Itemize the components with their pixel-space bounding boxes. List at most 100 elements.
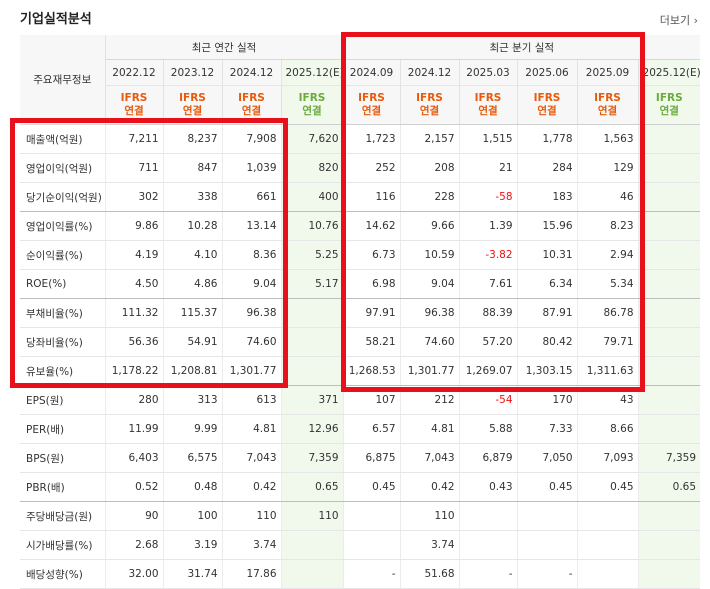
table-cell: 57.20: [458, 327, 518, 357]
table-cell: [637, 298, 701, 328]
table-cell: 4.81: [399, 414, 460, 444]
table-cell: 1,268.53: [342, 356, 401, 386]
basis-header: IFRS 연결: [221, 85, 281, 125]
row-label: PER(배): [20, 414, 105, 444]
table-cell: [637, 559, 701, 589]
period-header: 2025.12(E): [280, 59, 344, 86]
table-cell: 280: [104, 385, 163, 415]
table-cell: 338: [162, 182, 222, 212]
table-cell: 96.38: [399, 298, 460, 328]
table-row: 당기순이익(억원) 302 338 661 400 116 228 -58 183 46: [20, 182, 701, 212]
period-header: 2025.03: [458, 59, 518, 86]
table-cell: -: [342, 559, 401, 589]
table-cell: -54: [458, 385, 518, 415]
table-row: 당좌비율(%) 56.36 54.91 74.60 58.21 74.60 57.20 80.…: [20, 327, 701, 357]
row-label: 당좌비율(%): [20, 327, 105, 357]
table-cell: 7,043: [221, 443, 281, 473]
table-cell: 0.65: [280, 472, 344, 502]
table-cell: 5.25: [280, 240, 344, 270]
table-cell: 3.19: [162, 530, 222, 560]
table-row: BPS(원) 6,403 6,575 7,043 7,359 6,875 7,043 6,87…: [20, 443, 701, 473]
table-cell: 46: [576, 182, 639, 212]
table-row: 영업이익률(%) 9.86 10.28 13.14 10.76 14.62 9.66 1.39…: [20, 211, 701, 241]
table-cell: 10.28: [162, 211, 222, 241]
row-label: 배당성향(%): [20, 559, 105, 589]
table-cell: 1,208.81: [162, 356, 222, 386]
table-cell: 58.21: [342, 327, 401, 357]
table-row: 매출액(억원) 7,211 8,237 7,908 7,620 1,723 2,157 1,5…: [20, 124, 701, 154]
table-cell: 10.76: [280, 211, 344, 241]
basis-header: IFRS 연결: [162, 85, 222, 125]
table-cell: -3.82: [458, 240, 518, 270]
table-cell: 847: [162, 153, 222, 183]
table-cell: 7,359: [280, 443, 344, 473]
table-cell: [458, 530, 518, 560]
row-label: 당기순이익(억원): [20, 182, 105, 212]
table-cell: 1,301.77: [221, 356, 281, 386]
table-cell: 2.68: [104, 530, 163, 560]
financial-table: 주요재무정보 최근 연간 실적 최근 분기 실적 2022.12 2023.12 2…: [20, 35, 701, 589]
table-cell: 80.42: [516, 327, 578, 357]
table-cell: 15.96: [516, 211, 578, 241]
table-cell: 0.43: [458, 472, 518, 502]
table-cell: 31.74: [162, 559, 222, 589]
table-cell: [280, 559, 344, 589]
table-cell: 4.81: [221, 414, 281, 444]
table-cell: 170: [516, 385, 578, 415]
basis-header: IFRS 연결: [458, 85, 518, 125]
table-cell: [637, 211, 701, 241]
row-label: 부채비율(%): [20, 298, 105, 328]
period-header: 2022.12: [104, 59, 163, 86]
table-cell: 0.45: [576, 472, 639, 502]
table-cell: 302: [104, 182, 163, 212]
table-cell: 1,778: [516, 124, 578, 154]
more-link[interactable]: 더보기 ›: [659, 14, 698, 27]
table-cell: 87.91: [516, 298, 578, 328]
table-cell: 9.99: [162, 414, 222, 444]
row-label: 시가배당률(%): [20, 530, 105, 560]
table-cell: 212: [399, 385, 460, 415]
table-cell: [637, 124, 701, 154]
table-cell: 51.68: [399, 559, 460, 589]
basis-header: IFRS 연결: [576, 85, 639, 125]
period-row: 2022.12 2023.12 2024.12 2025.12(E) 2024.09 20…: [20, 59, 701, 86]
table-cell: [280, 356, 344, 386]
basis-header: IFRS 연결: [516, 85, 578, 125]
table-cell: 6,879: [458, 443, 518, 473]
table-cell: 0.48: [162, 472, 222, 502]
table-cell: 107: [342, 385, 401, 415]
period-header: 2024.12: [399, 59, 460, 86]
table-cell: 88.39: [458, 298, 518, 328]
table-cell: [342, 530, 401, 560]
period-header: 2025.06: [516, 59, 578, 86]
table-cell: [342, 501, 401, 531]
table-cell: 1,515: [458, 124, 518, 154]
table-cell: 6.34: [516, 269, 578, 299]
table-cell: 9.86: [104, 211, 163, 241]
table-cell: 7,050: [516, 443, 578, 473]
table-cell: 56.36: [104, 327, 163, 357]
table-cell: [637, 327, 701, 357]
table-cell: [280, 327, 344, 357]
table-cell: 43: [576, 385, 639, 415]
table-cell: 110: [280, 501, 344, 531]
period-header: 2023.12: [162, 59, 222, 86]
table-cell: 0.45: [342, 472, 401, 502]
table-cell: 6.98: [342, 269, 401, 299]
table-cell: 10.31: [516, 240, 578, 270]
basis-header: IFRS 연결: [342, 85, 401, 125]
table-cell: [280, 530, 344, 560]
table-cell: [576, 501, 639, 531]
table-cell: [637, 385, 701, 415]
table-cell: 1,303.15: [516, 356, 578, 386]
table-cell: 79.71: [576, 327, 639, 357]
table-cell: -58: [458, 182, 518, 212]
table-cell: 7,043: [399, 443, 460, 473]
table-cell: [516, 501, 578, 531]
table-cell: [637, 356, 701, 386]
table-cell: 2,157: [399, 124, 460, 154]
table-cell: 7.33: [516, 414, 578, 444]
table-cell: -: [516, 559, 578, 589]
table-cell: 313: [162, 385, 222, 415]
